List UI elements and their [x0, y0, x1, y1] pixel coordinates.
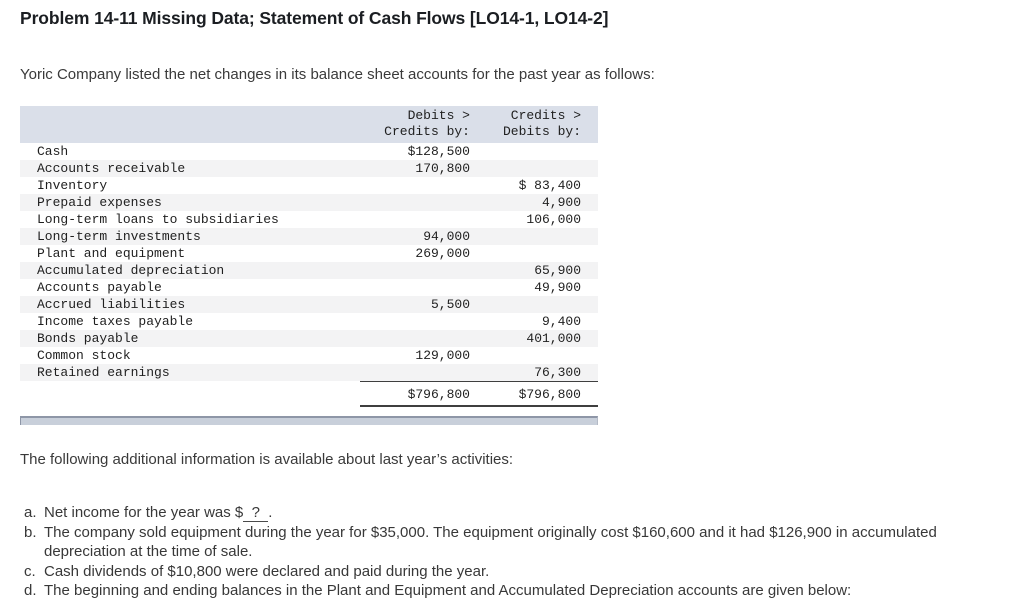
note-item-c: c. Cash dividends of $10,800 were declar…	[24, 562, 1000, 582]
note-marker: c.	[24, 562, 36, 580]
row-debit	[360, 330, 470, 347]
row-label: Accumulated depreciation	[37, 263, 225, 278]
row-label: Inventory	[37, 178, 108, 193]
note-a-suffix: .	[268, 504, 273, 521]
row-credit	[470, 347, 598, 364]
note-marker: b.	[24, 523, 37, 541]
row-debit: 269,000	[415, 246, 470, 261]
notes-list: a. Net income for the year was $ ? . b. …	[24, 503, 1000, 601]
table-row: Prepaid expenses 4,900	[20, 194, 598, 211]
table-row: Retained earnings 76,300	[20, 364, 598, 381]
row-label: Prepaid expenses	[37, 195, 162, 210]
row-debit	[360, 211, 470, 228]
horizontal-scrollbar[interactable]	[20, 416, 598, 425]
row-debit	[360, 262, 470, 279]
row-credit: 76,300	[534, 365, 581, 380]
row-debit	[360, 194, 470, 211]
note-text: The beginning and ending balances in the…	[44, 582, 852, 599]
table-header-debits: Debits > Credits by:	[360, 108, 470, 140]
balance-sheet-changes-table: Debits > Credits by: Credits > Debits by…	[20, 106, 598, 407]
row-label: Income taxes payable	[37, 314, 194, 329]
row-credit: 49,900	[534, 280, 581, 295]
row-label: Long-term loans to subsidiaries	[37, 212, 279, 227]
table-row: Long-term investments 94,000	[20, 228, 598, 245]
note-item-b: b. The company sold equipment during the…	[24, 523, 1000, 562]
table-row: Accounts receivable 170,800	[20, 160, 598, 177]
note-item-d: d. The beginning and ending balances in …	[24, 581, 1000, 601]
table-row: Accumulated depreciation 65,900	[20, 262, 598, 279]
row-credit: 106,000	[526, 212, 581, 227]
row-label: Cash	[37, 144, 69, 159]
totals-debit: $796,800	[360, 381, 470, 407]
table-header-spacer	[20, 108, 360, 140]
header-credits-line1: Credits >	[510, 108, 581, 123]
row-debit: 170,800	[415, 161, 470, 176]
row-label: Long-term investments	[37, 229, 201, 244]
intro-paragraph: Yoric Company listed the net changes in …	[20, 66, 655, 83]
table-row: Bonds payable 401,000	[20, 330, 598, 347]
row-credit	[470, 245, 598, 262]
additional-info-paragraph: The following additional information is …	[20, 451, 514, 468]
table-row: Long-term loans to subsidiaries 106,000	[20, 211, 598, 228]
row-label: Bonds payable	[37, 331, 139, 346]
problem-title: Problem 14-11 Missing Data; Statement of…	[20, 8, 609, 28]
note-text: Net income for the year was $ ? .	[44, 503, 1000, 523]
row-debit	[360, 177, 470, 194]
row-credit: $ 83,400	[518, 178, 581, 193]
table-row: Plant and equipment 269,000	[20, 245, 598, 262]
totals-spacer	[20, 381, 360, 407]
row-credit: 65,900	[534, 263, 581, 278]
row-credit	[470, 228, 598, 245]
totals-credit: $796,800	[470, 381, 598, 407]
note-a-blank: ?	[243, 504, 269, 522]
header-debits-line2: Credits by:	[384, 124, 470, 139]
header-debits-line1: Debits >	[407, 108, 470, 123]
row-credit: 9,400	[541, 314, 581, 329]
row-debit: 129,000	[415, 348, 470, 363]
row-debit: 94,000	[423, 229, 470, 244]
note-a-prefix: Net income for the year was $	[44, 504, 244, 521]
row-label: Retained earnings	[37, 365, 170, 380]
row-credit	[470, 296, 598, 313]
note-text: Cash dividends of $10,800 were declared …	[44, 562, 490, 580]
row-label: Plant and equipment	[37, 246, 186, 261]
table-body: Cash $128,500 Accounts receivable 170,80…	[20, 143, 598, 381]
table-row: Inventory $ 83,400	[20, 177, 598, 194]
table-header-credits: Credits > Debits by:	[470, 108, 598, 140]
row-label: Accrued liabilities	[37, 297, 186, 312]
table-row: Accrued liabilities 5,500	[20, 296, 598, 313]
row-credit	[470, 160, 598, 177]
note-marker: d.	[24, 582, 37, 599]
note-marker: a.	[24, 504, 37, 521]
row-debit	[360, 279, 470, 296]
table-row: Accounts payable 49,900	[20, 279, 598, 296]
row-credit	[470, 143, 598, 160]
note-item-a: a. Net income for the year was $ ? .	[24, 503, 1000, 523]
header-credits-line2: Debits by:	[502, 124, 581, 139]
row-credit: 4,900	[541, 195, 581, 210]
row-credit: 401,000	[526, 331, 581, 346]
table-header-row: Debits > Credits by: Credits > Debits by…	[20, 106, 598, 143]
row-debit	[360, 313, 470, 330]
row-debit: 5,500	[430, 297, 470, 312]
row-debit: $128,500	[407, 144, 470, 159]
table-row: Income taxes payable 9,400	[20, 313, 598, 330]
row-label: Common stock	[37, 348, 131, 363]
row-debit	[360, 364, 470, 381]
note-text: The company sold equipment during the ye…	[44, 523, 937, 561]
row-label: Accounts receivable	[37, 161, 186, 176]
row-label: Accounts payable	[37, 280, 162, 295]
table-row: Common stock 129,000	[20, 347, 598, 364]
table-totals-row: $796,800 $796,800	[20, 381, 598, 407]
table-row: Cash $128,500	[20, 143, 598, 160]
